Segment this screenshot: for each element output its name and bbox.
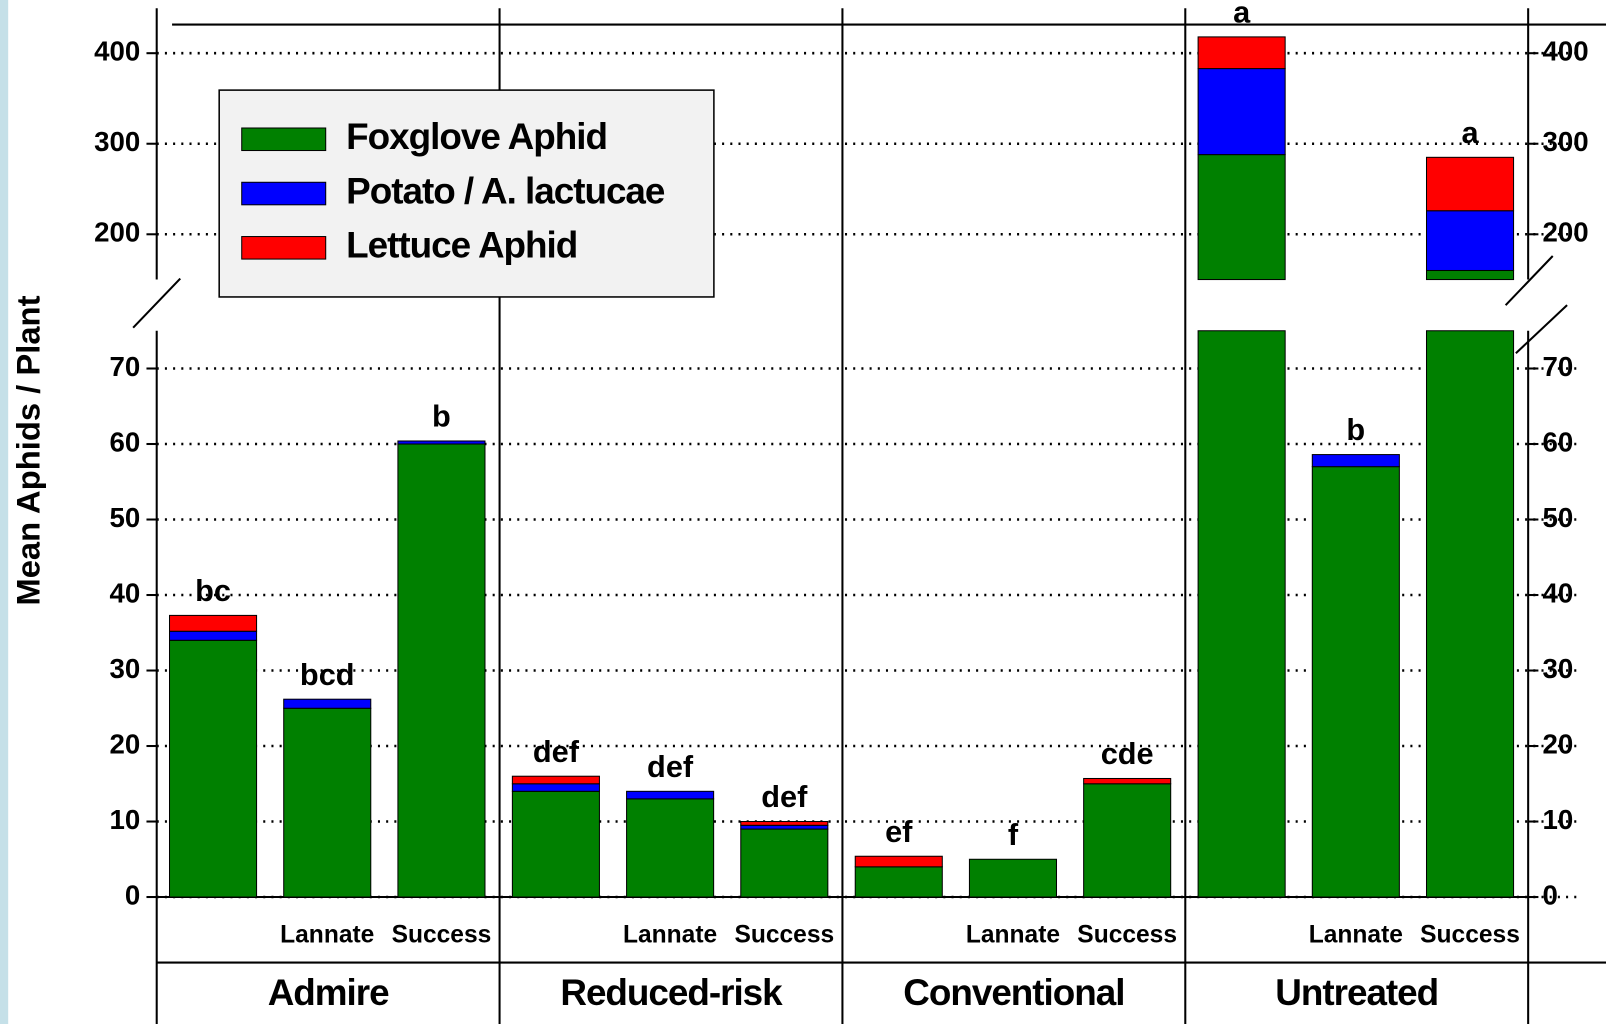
bar-segment [1197,154,1286,281]
y2-tick-label: 200 [1542,217,1588,248]
y2-tick-label: 10 [1542,804,1573,835]
legend-label: Lettuce Aphid [346,225,577,266]
bar-segment [626,798,715,898]
legend-swatch [241,127,327,152]
y-tick-label: 50 [110,502,141,533]
bar-segment [168,639,258,898]
bar-segment [740,821,829,826]
bar-segment [740,824,829,830]
axis-break [1515,304,1568,355]
significance-label: f [1008,817,1019,852]
bar-segment [740,828,829,898]
y-tick-label: 70 [110,351,141,382]
bar-segment [854,866,943,898]
bar-segment [1425,330,1515,898]
bar-segment [168,630,258,641]
bar-segment [1425,269,1515,281]
y2-tick-label: 40 [1542,577,1573,608]
x-tick-label: Lannate [623,921,717,948]
bar-segment [1197,36,1286,70]
y2-tick-label: 70 [1542,351,1573,382]
group-label: Untreated [1275,972,1438,1013]
significance-label: a [1461,115,1479,150]
bar-segment [168,614,258,632]
bar-segment [283,707,372,898]
x-tick-label: Success [392,921,492,948]
y2-tick-label: 50 [1542,502,1573,533]
y2-tick-label: 20 [1542,728,1573,759]
y2-tick-label: 300 [1542,126,1588,157]
bar-segment [1425,156,1515,212]
x-tick-label: Success [1420,921,1520,948]
bar-segment [1311,454,1400,468]
significance-label: bcd [300,657,355,692]
bar-segment [397,443,486,898]
y-tick-label: 60 [110,426,141,457]
bar-segment [511,783,600,792]
axis-break [132,277,182,329]
significance-label: def [647,749,694,784]
legend-label: Potato / A. lactucae [346,170,665,211]
y-tick-label: 10 [110,804,141,835]
bar-segment [1311,466,1400,898]
bar-segment [511,790,600,898]
significance-label: b [1346,412,1365,447]
x-tick-label: Lannate [280,921,374,948]
y2-tick-label: 400 [1542,35,1588,66]
significance-label: cde [1101,736,1154,771]
bar-segment [397,440,486,445]
group-label: Admire [268,972,389,1013]
y-tick-label: 200 [94,217,140,248]
y-tick-label: 300 [94,126,140,157]
bar-segment [854,855,943,868]
significance-label: b [432,399,451,434]
bar-segment [1197,330,1286,898]
y-tick-label: 20 [110,728,141,759]
y2-tick-label: 60 [1542,426,1573,457]
y-tick-label: 30 [110,653,141,684]
significance-label: def [533,734,580,769]
significance-label: a [1233,0,1251,29]
significance-label: def [761,779,808,814]
y2-tick-label: 0 [1542,879,1557,910]
group-label: Reduced-risk [560,972,783,1013]
bar-segment [626,790,715,800]
bar-segment [1197,68,1286,156]
y-tick-label: 400 [94,35,140,66]
bar-segment [283,698,372,709]
bar-segment [511,775,600,785]
bar-segment [968,858,1058,898]
y-tick-label: 0 [125,879,140,910]
group-label: Conventional [903,972,1124,1013]
x-tick-label: Lannate [966,921,1060,948]
legend-swatch [241,236,327,260]
bar-segment [1425,210,1515,272]
x-tick-label: Success [1077,921,1177,948]
y-axis-title: Mean Aphids / Plant [9,295,46,605]
bar-segment [1083,777,1172,785]
y2-tick-label: 30 [1542,653,1573,684]
significance-label: bc [195,573,231,608]
x-tick-label: Lannate [1309,921,1403,948]
legend-label: Foxglove Aphid [346,116,607,157]
left-strip [0,0,9,1024]
y-tick-label: 40 [110,577,141,608]
x-tick-label: Success [734,921,834,948]
legend-swatch [241,181,327,206]
axis-break [1504,255,1554,306]
significance-label: ef [885,814,913,849]
bar-segment [1083,783,1172,898]
